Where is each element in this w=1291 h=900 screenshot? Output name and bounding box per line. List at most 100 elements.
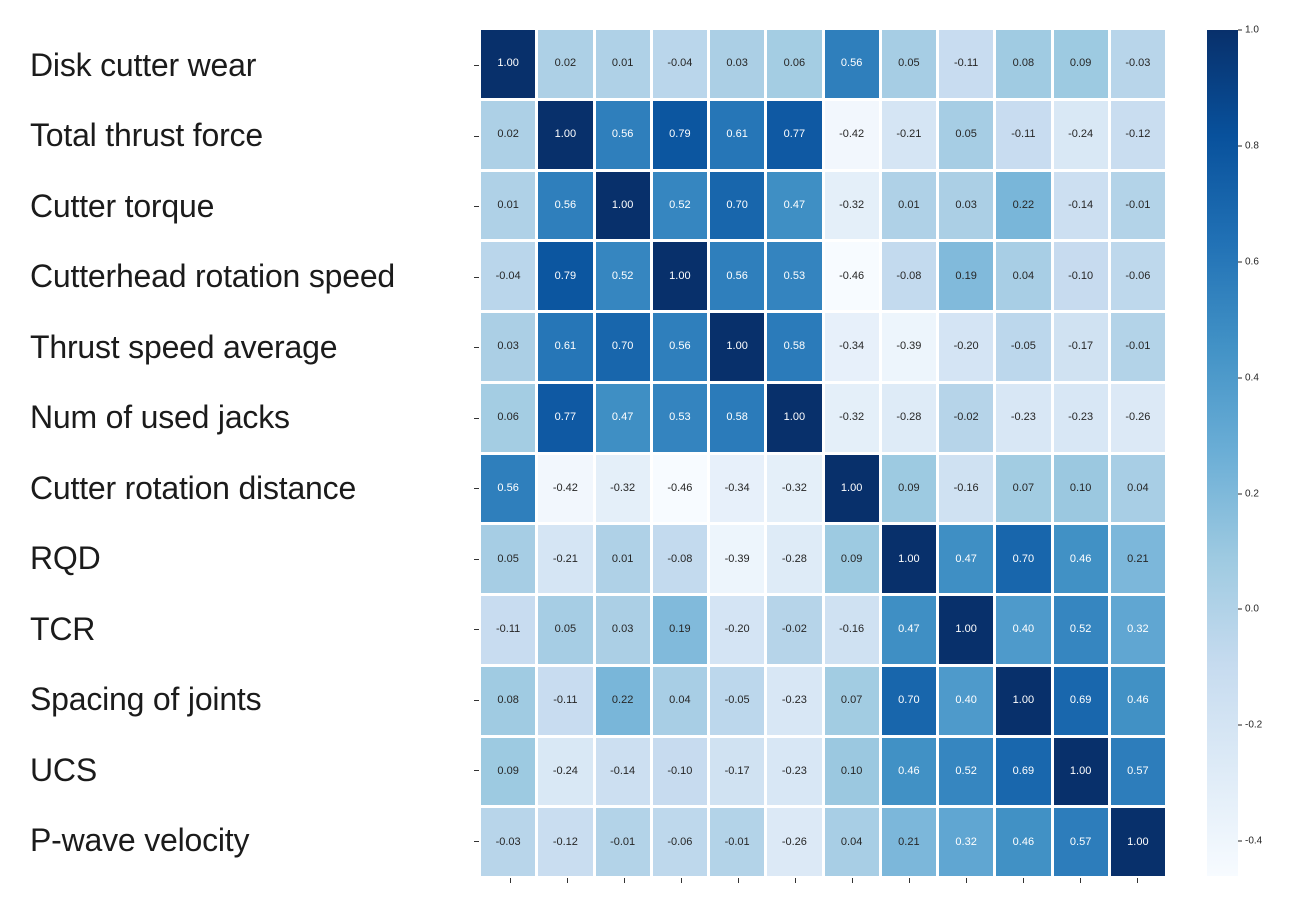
colorbar-tick-label: -0.4 <box>1245 835 1263 847</box>
colorbar-tick-mark <box>1238 29 1242 31</box>
heatmap-grid: 1.00 0.02 0.01 -0.04 0.03 0.06 0.56 0.05 -0.11 0.… <box>481 30 1165 876</box>
heatmap-cell: 0.46 <box>996 808 1051 876</box>
heatmap-cell: 0.47 <box>595 383 650 452</box>
heatmap-cell: -0.10 <box>652 737 707 806</box>
heatmap-cell: 0.07 <box>824 666 879 735</box>
x-axis-tick <box>965 878 967 883</box>
y-axis-tick <box>474 276 479 278</box>
heatmap-cell: -0.32 <box>767 454 822 523</box>
heatmap-cell: -0.11 <box>538 666 593 735</box>
heatmap-cell: -0.05 <box>710 666 765 735</box>
row-label: Num of used jacks <box>30 399 290 436</box>
heatmap-cell: 0.05 <box>939 100 994 169</box>
heatmap-cell: -0.08 <box>652 525 707 593</box>
heatmap-cell: -0.11 <box>481 596 536 664</box>
colorbar-tick: 1.0 <box>1238 25 1259 36</box>
heatmap-cell: 1.00 <box>881 525 936 593</box>
heatmap-cell: -0.02 <box>939 383 994 452</box>
heatmap-cell: 0.05 <box>481 525 536 593</box>
heatmap-cell: -0.26 <box>1110 383 1165 452</box>
heatmap-cell: 0.70 <box>881 666 936 735</box>
colorbar-tick-label: 0.8 <box>1245 140 1259 152</box>
x-axis-tick <box>908 878 910 883</box>
heatmap-cell: -0.14 <box>1053 171 1108 240</box>
heatmap-cell: 0.46 <box>1053 525 1108 593</box>
heatmap-cell: 0.03 <box>939 171 994 240</box>
heatmap-cell: -0.23 <box>767 737 822 806</box>
row-label: Total thrust force <box>30 117 263 154</box>
x-axis-tick <box>1022 878 1024 883</box>
heatmap-cell: 1.00 <box>710 313 765 381</box>
heatmap-cell: -0.17 <box>1053 313 1108 381</box>
heatmap-cell: 0.08 <box>481 666 536 735</box>
heatmap-cell: 0.08 <box>996 30 1051 98</box>
heatmap-cell: 0.52 <box>595 242 650 310</box>
heatmap-cell: -0.46 <box>652 454 707 523</box>
heatmap-cell: 0.56 <box>710 242 765 310</box>
heatmap-cell: 0.47 <box>939 525 994 593</box>
heatmap-cell: 0.57 <box>1053 808 1108 876</box>
heatmap-cell: -0.06 <box>1110 242 1165 310</box>
heatmap-cell: 1.00 <box>595 171 650 240</box>
heatmap-cell: -0.42 <box>538 454 593 523</box>
row-label: Spacing of joints <box>30 681 262 718</box>
heatmap-cell: -0.10 <box>1053 242 1108 310</box>
colorbar-tick-mark <box>1238 840 1242 842</box>
heatmap-cell: 0.03 <box>481 313 536 381</box>
heatmap-cell: -0.32 <box>595 454 650 523</box>
heatmap-cell: 0.69 <box>996 737 1051 806</box>
heatmap-cell: -0.12 <box>538 808 593 876</box>
heatmap-cell: 0.77 <box>538 383 593 452</box>
heatmap-cell: -0.32 <box>824 171 879 240</box>
heatmap-cell: 0.06 <box>767 30 822 98</box>
x-axis-tick <box>623 878 625 883</box>
heatmap-cell: 0.32 <box>939 808 994 876</box>
heatmap-cell: 0.04 <box>1110 454 1165 523</box>
y-axis-tick <box>474 558 479 560</box>
heatmap-cell: 0.53 <box>767 242 822 310</box>
heatmap-cell: 0.19 <box>652 596 707 664</box>
colorbar-tick-label: 1.0 <box>1245 24 1259 36</box>
x-axis-tick <box>1136 878 1138 883</box>
heatmap-cell: 0.09 <box>481 737 536 806</box>
heatmap-cell: 0.70 <box>996 525 1051 593</box>
colorbar-tick: -0.4 <box>1238 836 1262 847</box>
heatmap-cell: 0.79 <box>652 100 707 169</box>
x-axis-tick <box>566 878 568 883</box>
heatmap-cell: -0.11 <box>939 30 994 98</box>
y-axis-tick <box>474 488 479 490</box>
heatmap-cell: 0.02 <box>481 100 536 169</box>
heatmap-cell: 0.01 <box>881 171 936 240</box>
heatmap-cell: -0.26 <box>767 808 822 876</box>
heatmap-cell: -0.46 <box>824 242 879 310</box>
heatmap-cell: 1.00 <box>481 30 536 98</box>
heatmap-cell: 0.40 <box>996 596 1051 664</box>
heatmap-cell: -0.24 <box>1053 100 1108 169</box>
heatmap-cell: 0.01 <box>595 30 650 98</box>
heatmap-cell: 0.09 <box>824 525 879 593</box>
heatmap-cell: 0.04 <box>652 666 707 735</box>
heatmap-cell: -0.12 <box>1110 100 1165 169</box>
colorbar-tick: 0.2 <box>1238 488 1259 499</box>
y-axis-tick <box>474 347 479 349</box>
heatmap-cell: 1.00 <box>824 454 879 523</box>
row-label: Cutterhead rotation speed <box>30 258 396 295</box>
heatmap-cell: 0.58 <box>767 313 822 381</box>
heatmap-cell: -0.23 <box>767 666 822 735</box>
heatmap-cell: -0.21 <box>881 100 936 169</box>
heatmap-cell: -0.20 <box>939 313 994 381</box>
heatmap-cell: 0.40 <box>939 666 994 735</box>
heatmap-cell: 0.05 <box>881 30 936 98</box>
heatmap-cell: 0.03 <box>710 30 765 98</box>
heatmap-cell: 0.52 <box>652 171 707 240</box>
heatmap-cell: 0.04 <box>996 242 1051 310</box>
heatmap-cell: -0.28 <box>881 383 936 452</box>
y-axis-labels: Disk cutter wear Total thrust force Cutter… <box>30 30 478 876</box>
heatmap-cell: 0.52 <box>1053 596 1108 664</box>
heatmap-cell: 0.77 <box>767 100 822 169</box>
heatmap-cell: -0.42 <box>824 100 879 169</box>
heatmap-cell: 1.00 <box>767 383 822 452</box>
colorbar-tick-label: 0.0 <box>1245 603 1259 615</box>
heatmap-cell: 1.00 <box>1110 808 1165 876</box>
